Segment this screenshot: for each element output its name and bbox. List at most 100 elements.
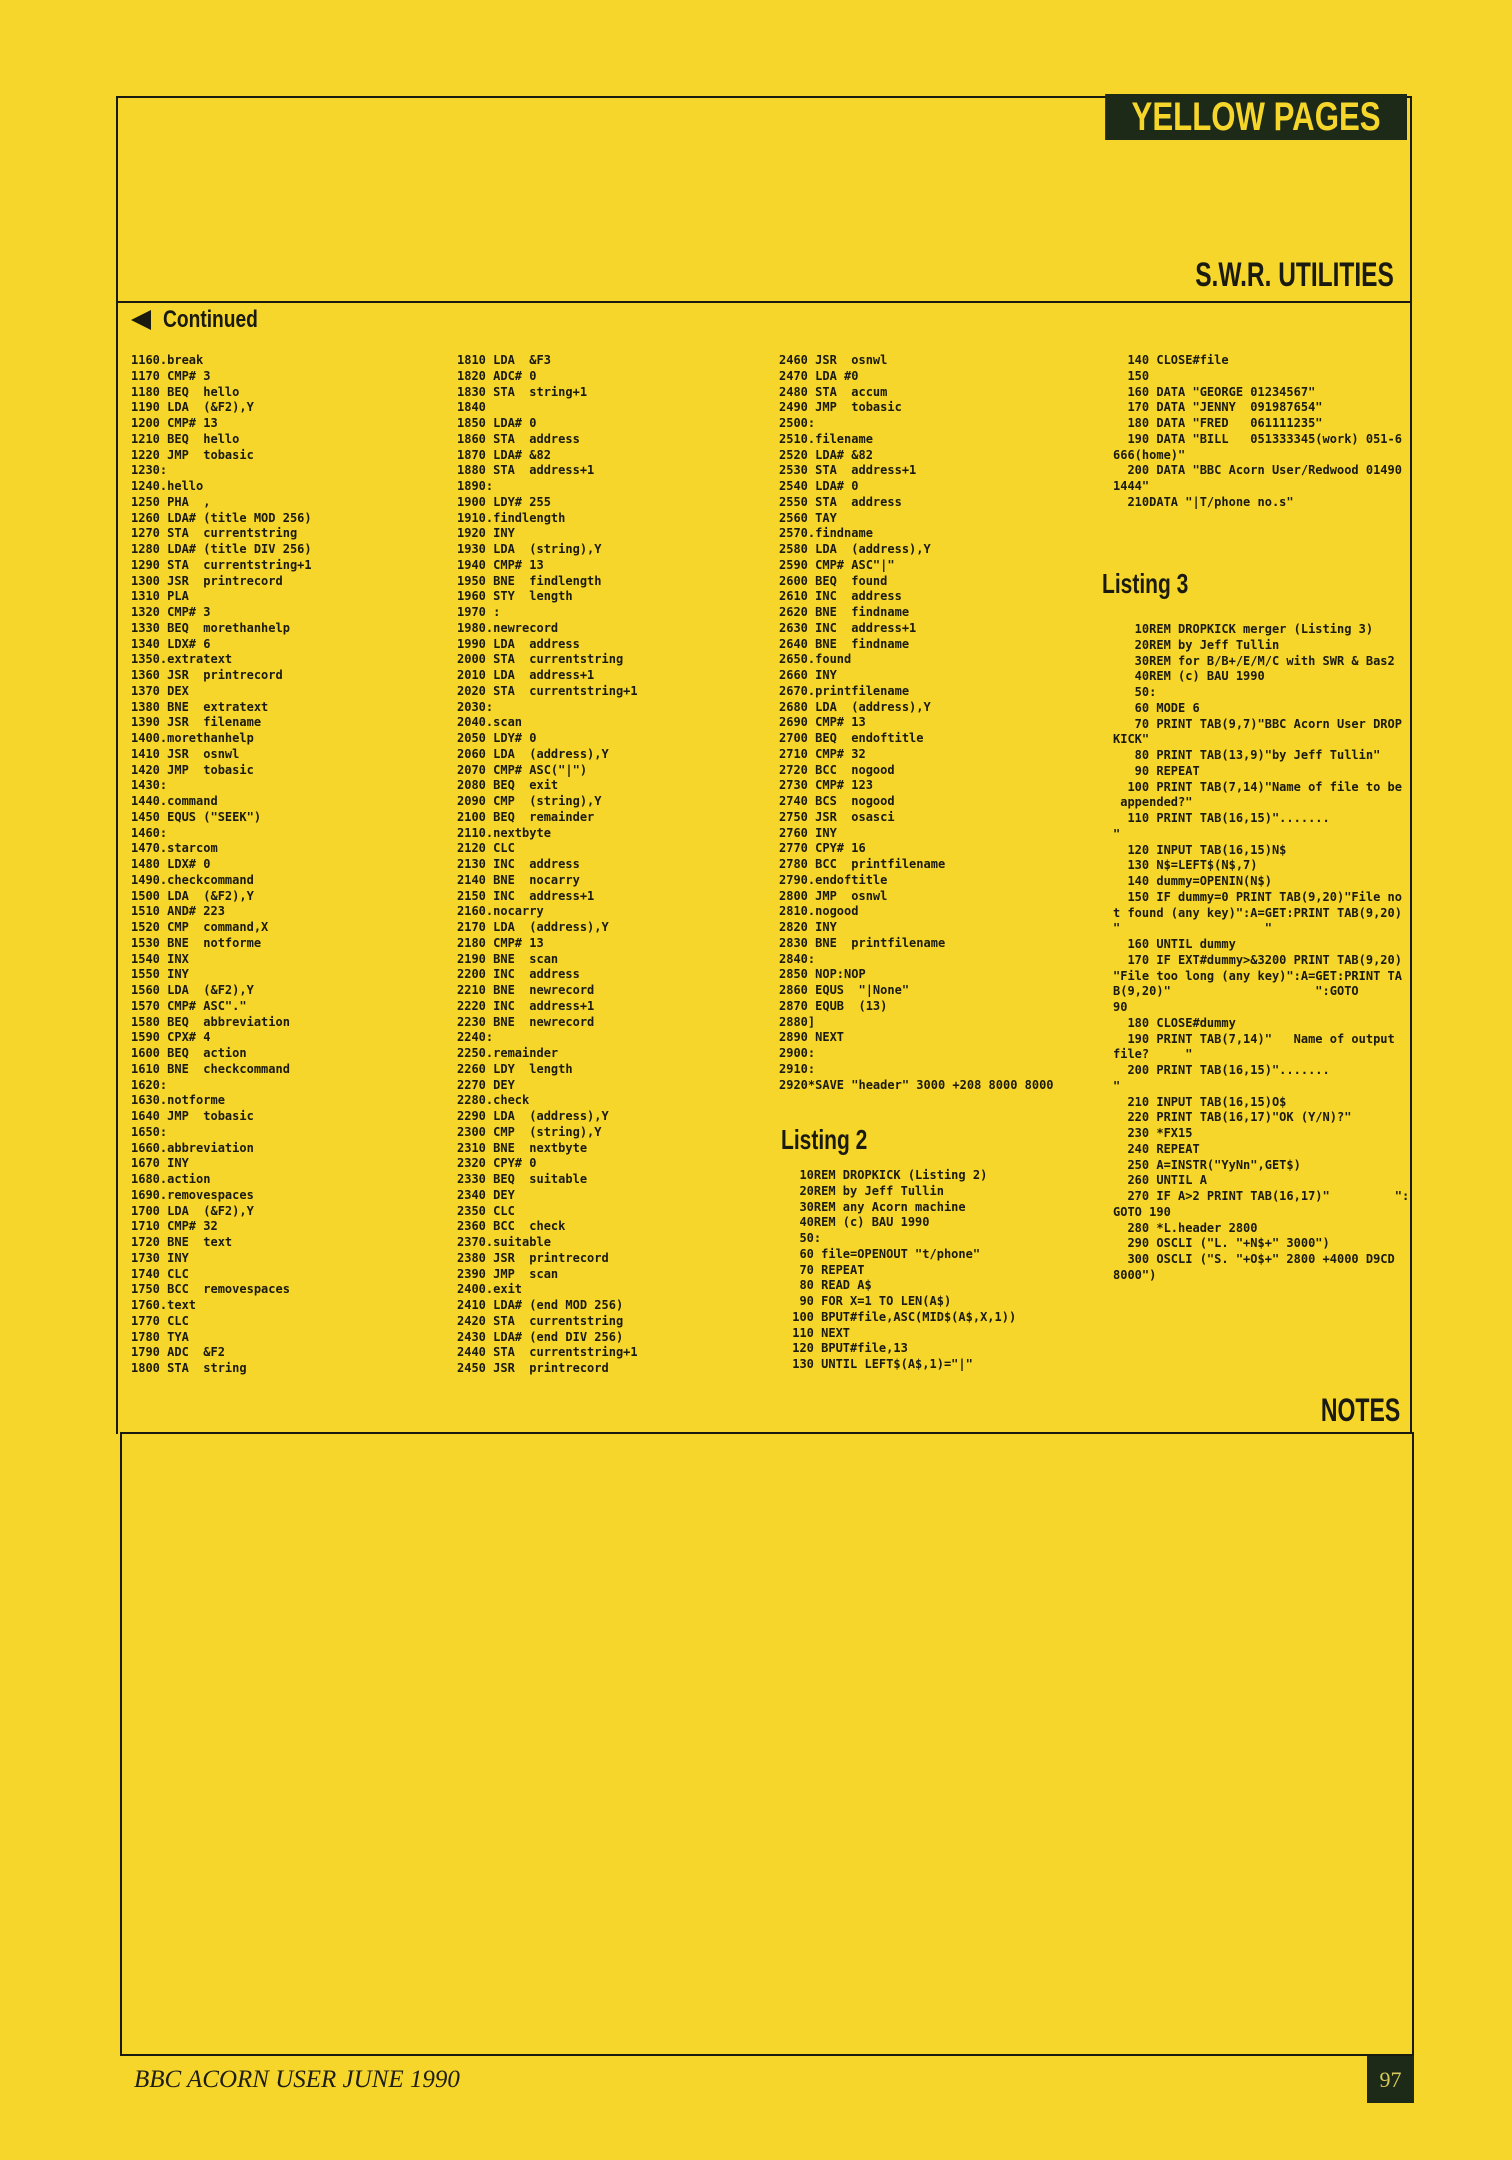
code-line: 180 CLOSE#dummy — [1113, 1015, 1236, 1030]
code-line: GOTO 190 — [1113, 1204, 1171, 1219]
code-line: 120 BPUT#file,13 — [785, 1341, 908, 1356]
continued-label: Continued — [131, 306, 282, 334]
notes-heading: NOTES — [1320, 1392, 1400, 1428]
code-line: 90 FOR X=1 TO LEN(A$) — [785, 1294, 952, 1308]
code-line: 1710 CMP# 32 — [131, 1219, 218, 1234]
code-line: 2870 EQUB (13) — [779, 998, 888, 1013]
code-line: 30REM any Acorn machine — [785, 1199, 966, 1214]
code-line: 1850 LDA# 0 — [457, 416, 537, 430]
code-line: 2670.printfilename — [779, 683, 910, 698]
code-line: 2640 BNE findname — [779, 636, 910, 651]
code-line: 1720 BNE text — [131, 1235, 233, 1249]
code-line: 1430: — [131, 778, 168, 793]
code-line: 2800 JMP osnwl — [779, 888, 888, 903]
code-line: 2590 CMP# ASC"|" — [779, 557, 895, 572]
code-line: 1840 — [457, 400, 486, 415]
code-line: 1460: — [131, 825, 168, 840]
code-line: 1190 LDA (&F2),Y — [131, 400, 254, 415]
code-line: 1890: — [457, 479, 494, 493]
code-line: 110 PRINT TAB(16,15)"....... — [1113, 811, 1330, 825]
code-line: "File too long (any key)":A=GET:PRINT TA — [1113, 968, 1402, 983]
code-line: 110 NEXT — [785, 1325, 851, 1340]
code-line: 2920*SAVE "header" 3000 +208 8000 8000 — [779, 1077, 1054, 1092]
code-line: 1990 LDA address — [457, 636, 580, 651]
code-line: 1170 CMP# 3 — [131, 368, 211, 383]
code-line: 2430 LDA# (end DIV 256) — [457, 1329, 624, 1344]
code-line: 2330 BEQ suitable — [457, 1172, 588, 1186]
code-line: 1444" — [1113, 479, 1150, 493]
code-line: 2490 JMP tobasic — [779, 400, 902, 415]
code-line: 1530 BNE notforme — [131, 935, 262, 950]
code-line: 2220 INC address+1 — [457, 998, 595, 1013]
code-line: 1290 STA currentstring+1 — [131, 557, 312, 572]
code-line: 2460 JSR osnwl — [779, 353, 888, 367]
listing1-column-3: 2460 JSR osnwl 2470 LDA #0 2480 STA accum 2… — [779, 353, 1054, 1093]
code-line: 2530 STA address+1 — [779, 463, 917, 478]
code-line: 2150 INC address+1 — [457, 888, 595, 903]
code-line: 1340 LDX# 6 — [131, 636, 211, 651]
code-line: 1630.notforme — [131, 1093, 225, 1108]
code-line: 250 A=INSTR("YyNn",GET$) — [1113, 1157, 1301, 1172]
code-line: 2070 CMP# ASC("|") — [457, 762, 588, 777]
code-line: " — [1113, 1078, 1121, 1093]
code-line: 2500: — [779, 416, 816, 430]
code-line: 130 UNTIL LEFT$(A$,1)="|" — [785, 1357, 973, 1371]
code-line: 2260 LDY length — [457, 1061, 573, 1076]
code-line: 2890 NEXT — [779, 1030, 845, 1045]
code-line: 1940 CMP# 13 — [457, 557, 544, 572]
code-line: 2120 CLC — [457, 841, 515, 856]
code-line: 2030: — [457, 699, 494, 714]
code-line: 2470 LDA #0 — [779, 368, 859, 383]
code-line: 2900: — [779, 1046, 816, 1060]
code-line: 210DATA "|T/phone no.s" — [1113, 494, 1294, 509]
code-line: 1640 JMP tobasic — [131, 1109, 254, 1123]
code-line: 2050 LDY# 0 — [457, 731, 537, 745]
code-line: 2450 JSR printrecord — [457, 1361, 609, 1375]
code-line: 160 DATA "GEORGE 01234567" — [1113, 384, 1316, 399]
code-line: 2100 BEQ remainder — [457, 809, 595, 824]
code-line: 1690.removespaces — [131, 1187, 254, 1202]
code-line: 2250.remainder — [457, 1046, 559, 1060]
listing-frame — [116, 96, 1412, 1434]
code-line: 70 PRINT TAB(9,7)"BBC Acorn User DROP — [1113, 716, 1402, 731]
code-line: 1970 : — [457, 605, 501, 619]
code-line: 2720 BCC nogood — [779, 762, 895, 777]
code-line: 2830 BNE printfilename — [779, 935, 946, 950]
code-line: 1740 CLC — [131, 1266, 189, 1281]
code-line: 1570 CMP# ASC"." — [131, 998, 247, 1013]
code-line: 2610 INC address — [779, 589, 902, 604]
code-line: 2230 BNE newrecord — [457, 1014, 595, 1029]
code-line: 2110.nextbyte — [457, 825, 551, 840]
code-line: 2770 CPY# 16 — [779, 841, 866, 856]
listing3-code: 10REM DROPKICK merger (Listing 3) 20REM … — [1113, 622, 1409, 1284]
code-line: 1320 CMP# 3 — [131, 605, 211, 619]
code-line: 1590 CPX# 4 — [131, 1030, 211, 1045]
code-line: file? " — [1113, 1047, 1193, 1062]
code-line: 1490.checkcommand — [131, 872, 254, 887]
code-line: 1880 STA address+1 — [457, 463, 595, 478]
code-line: 2520 LDA# &82 — [779, 447, 873, 462]
code-line: 2390 JMP scan — [457, 1266, 559, 1281]
code-line: 2380 JSR printrecord — [457, 1250, 609, 1265]
code-line: 1620: — [131, 1077, 168, 1092]
code-line: 1330 BEQ morethanhelp — [131, 620, 290, 635]
code-line: 60 MODE 6 — [1113, 700, 1200, 715]
code-line: 2810.nogood — [779, 904, 859, 919]
code-line: 2540 LDA# 0 — [779, 479, 859, 493]
code-line: 2280.check — [457, 1093, 530, 1108]
code-line: 2660 INY — [779, 668, 837, 682]
code-line: 190 PRINT TAB(7,14)" Name of output — [1113, 1031, 1395, 1046]
code-line: 2910: — [779, 1061, 816, 1076]
code-line: 20REM by Jeff Tullin — [785, 1183, 944, 1198]
code-line: 1470.starcom — [131, 841, 218, 856]
code-line: 1390 JSR filename — [131, 715, 262, 730]
code-line: " — [1113, 826, 1121, 841]
code-line: 1810 LDA &F3 — [457, 353, 551, 367]
code-line: 2740 BCS nogood — [779, 794, 895, 808]
footer-publication: BBC ACORN USER JUNE 1990 — [134, 2066, 460, 2093]
code-line: 300 OSCLI ("S. "+O$+" 2800 +4000 D9CD — [1113, 1252, 1395, 1266]
listing1-column-2: 1810 LDA &F3 1820 ADC# 0 1830 STA string+1… — [457, 353, 638, 1377]
code-line: 2010 LDA address+1 — [457, 668, 595, 682]
code-line: 50: — [1113, 685, 1157, 699]
code-line: 240 REPEAT — [1113, 1141, 1200, 1156]
